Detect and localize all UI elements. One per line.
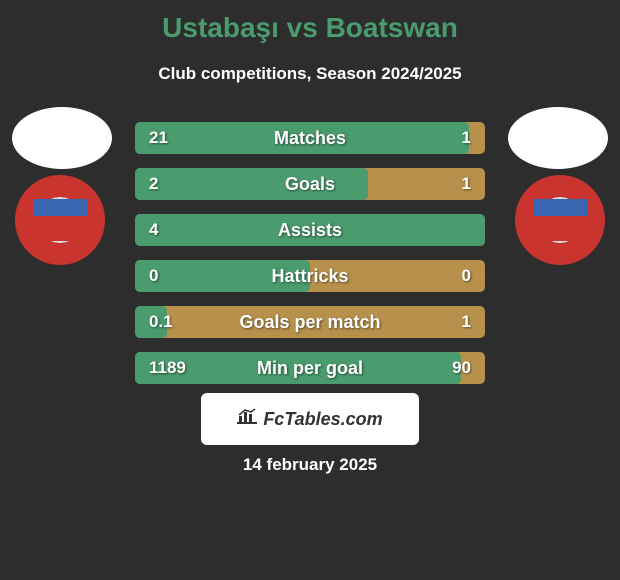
attribution-text: FcTables.com xyxy=(263,409,382,430)
stat-row-goals-per-match: 0.1 Goals per match 1 xyxy=(135,306,485,338)
stat-label: Goals per match xyxy=(239,312,380,333)
comparison-subtitle: Club competitions, Season 2024/2025 xyxy=(0,64,620,84)
stat-label: Min per goal xyxy=(257,358,363,379)
stat-row-min-per-goal: 1189 Min per goal 90 xyxy=(135,352,485,384)
stat-label: Hattricks xyxy=(271,266,348,287)
stat-value-left: 2 xyxy=(149,174,158,194)
stat-value-right: 1 xyxy=(462,174,471,194)
stat-value-left: 0.1 xyxy=(149,312,173,332)
date-text: 14 february 2025 xyxy=(243,455,377,475)
club-badge-inner-right xyxy=(533,199,587,241)
stat-label: Matches xyxy=(274,128,346,149)
stat-value-right: 0 xyxy=(462,266,471,286)
player-avatar-left xyxy=(12,107,112,169)
club-badge-right xyxy=(515,175,605,265)
stat-row-assists: 4 Assists xyxy=(135,214,485,246)
stat-value-left: 0 xyxy=(149,266,158,286)
stat-row-hattricks: 0 Hattricks 0 xyxy=(135,260,485,292)
stat-value-right: 1 xyxy=(462,312,471,332)
stat-value-right: 1 xyxy=(462,128,471,148)
stat-value-left: 1189 xyxy=(149,358,186,378)
stats-container: 21 Matches 1 2 Goals 1 4 Assists 0 Hattr… xyxy=(135,122,485,398)
stat-row-matches: 21 Matches 1 xyxy=(135,122,485,154)
club-badge-inner-left xyxy=(33,199,87,241)
comparison-title: Ustabaşı vs Boatswan xyxy=(0,0,620,44)
attribution-box[interactable]: FcTables.com xyxy=(201,393,419,445)
stat-value-right: 90 xyxy=(452,358,471,378)
chart-icon xyxy=(237,408,257,431)
stat-value-left: 21 xyxy=(149,128,168,148)
stat-row-goals: 2 Goals 1 xyxy=(135,168,485,200)
club-badge-left xyxy=(15,175,105,265)
stat-label: Assists xyxy=(278,220,342,241)
stat-value-left: 4 xyxy=(149,220,158,240)
stat-label: Goals xyxy=(285,174,335,195)
player-avatar-right xyxy=(508,107,608,169)
